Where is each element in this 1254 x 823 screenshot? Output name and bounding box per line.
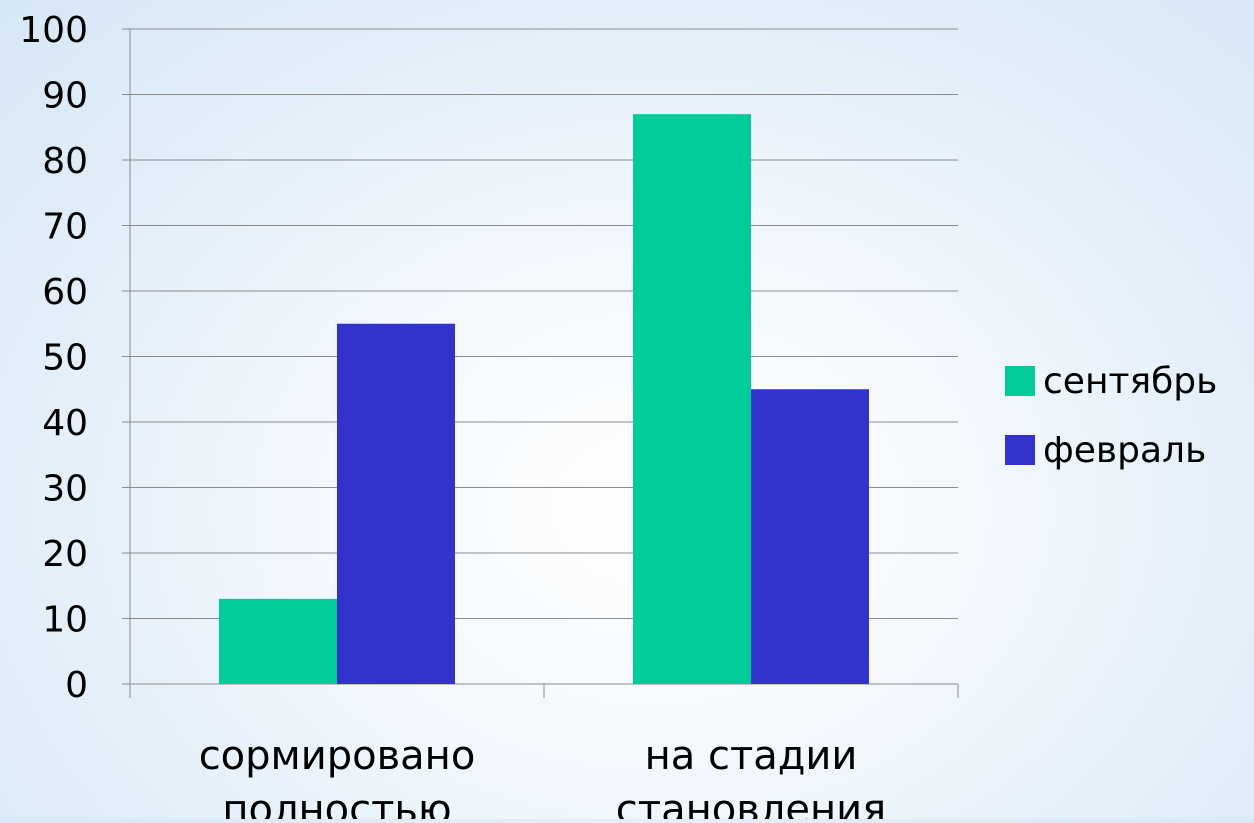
- x-category-label: полностью: [222, 787, 451, 819]
- y-tick-label: 30: [42, 469, 88, 510]
- legend-swatch: [1005, 366, 1035, 396]
- bar: [337, 323, 455, 684]
- legend-label: февраль: [1043, 430, 1206, 471]
- y-tick-label: 10: [42, 600, 88, 641]
- legend-label: сентябрь: [1043, 361, 1217, 402]
- y-tick-label: 60: [42, 272, 88, 313]
- x-category-label: на стадии: [645, 733, 858, 779]
- y-tick-label: 20: [42, 534, 88, 575]
- legend-swatch: [1005, 435, 1035, 465]
- y-tick-label: 80: [42, 141, 88, 182]
- y-tick-label: 70: [42, 207, 88, 248]
- bar: [751, 389, 869, 684]
- y-tick-label: 90: [42, 76, 88, 117]
- bar: [633, 114, 751, 684]
- y-tick-label: 0: [65, 665, 88, 706]
- x-category-label: становления: [616, 787, 886, 819]
- x-category-label: сормировано: [199, 733, 476, 779]
- y-tick-label: 50: [42, 338, 88, 379]
- y-tick-label: 40: [42, 403, 88, 444]
- y-tick-label: 100: [19, 10, 88, 51]
- bar: [219, 598, 337, 684]
